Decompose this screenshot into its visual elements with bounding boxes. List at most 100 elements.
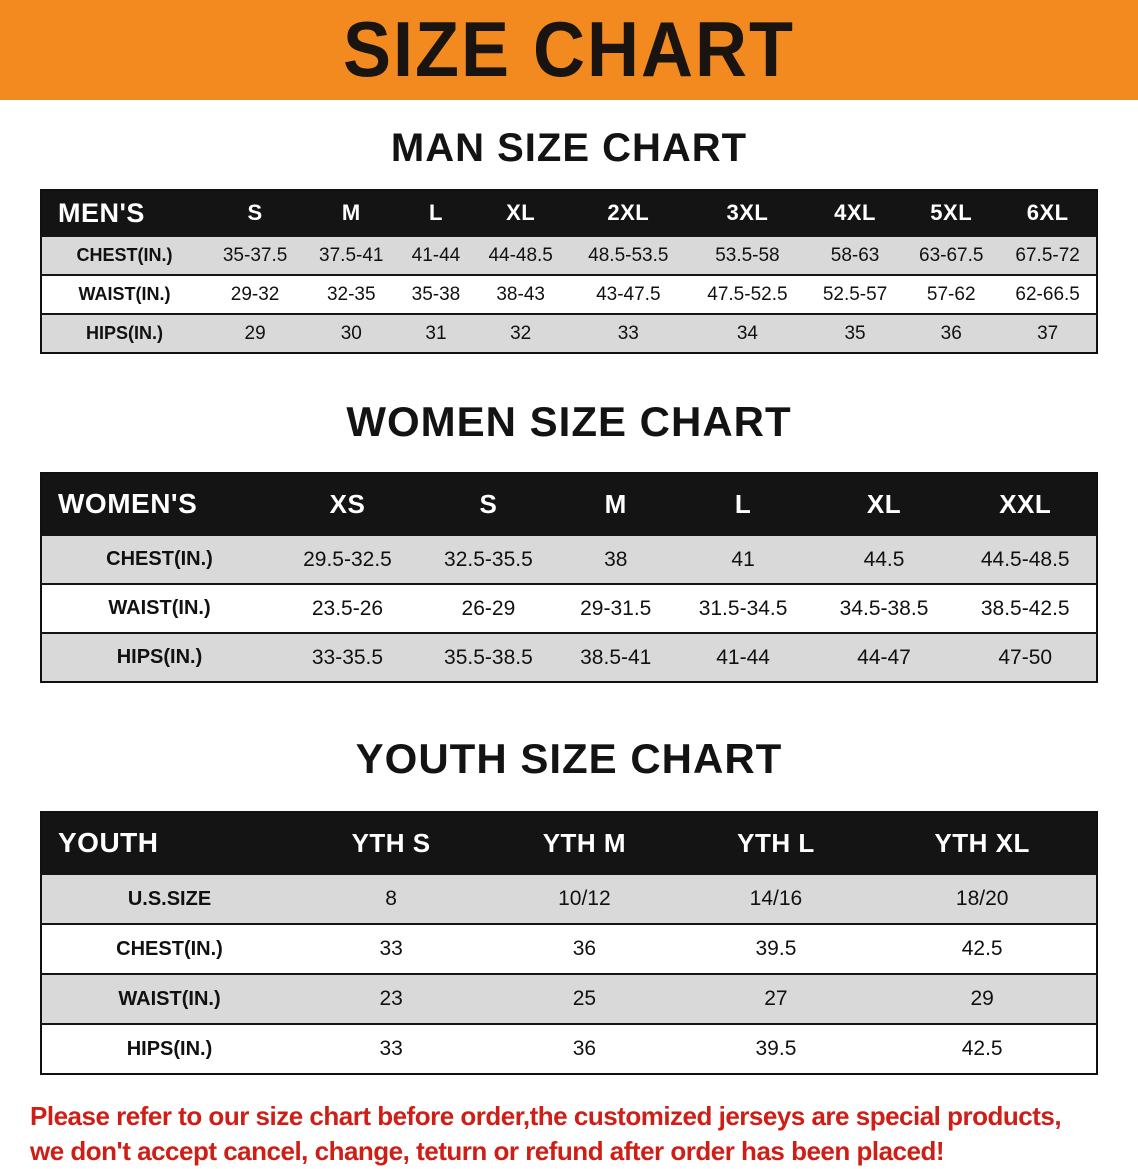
size-value: 67.5-72	[1015, 244, 1080, 266]
size-table-header-row: YOUTH YTH S YTH M YTH L YTH XL	[41, 812, 1097, 874]
table-row: WAIST(IN.) 23.5-26 26-29 29-31.5 31.5-34.5 34…	[41, 584, 1097, 633]
size-value: 63-67.5	[919, 244, 984, 266]
size-value: 29-32	[230, 283, 280, 305]
youth-size-chart-section: YOUTH SIZE CHART YOUTH YTH S YTH M YTH L YTH…	[0, 735, 1138, 1075]
table-title-cell: MEN'S	[41, 190, 207, 236]
size-value: 48.5-53.5	[588, 244, 669, 266]
women-size-chart-heading: WOMEN SIZE CHART	[346, 398, 792, 445]
row-label: HIPS(IN.)	[126, 1037, 213, 1060]
row-label: CHEST(IN.)	[116, 937, 223, 960]
size-value: 31	[425, 322, 447, 344]
size-value: 36	[572, 937, 597, 960]
size-value: 62-66.5	[1015, 283, 1080, 305]
size-value: 8	[385, 887, 397, 910]
size-column-header: YTH L	[683, 812, 869, 874]
row-label: HIPS(IN.)	[116, 646, 203, 668]
table-row: HIPS(IN.) 33 36 39.5 42.5	[41, 1024, 1097, 1074]
table-row: WAIST(IN.) 29-32 32-35 35-38 38-43 43-47.5 47.…	[41, 275, 1097, 314]
size-column-header: M	[303, 190, 400, 236]
size-value: 35.5-38.5	[444, 645, 533, 669]
size-column-header: 6XL	[999, 190, 1097, 236]
size-value: 52.5-57	[822, 283, 888, 305]
size-value: 47.5-52.5	[707, 283, 788, 305]
size-value: 53.5-58	[715, 244, 780, 266]
youth-size-table: YOUTH YTH S YTH M YTH L YTH XL U.S.SIZE 8 10/12…	[40, 811, 1098, 1075]
size-value: 57-62	[926, 283, 976, 305]
table-row: CHEST(IN.) 29.5-32.5 32.5-35.5 38 41 44.5 44.5…	[41, 535, 1097, 584]
table-row: CHEST(IN.) 33 36 39.5 42.5	[41, 924, 1097, 974]
disclaimer-text: Please refer to our size chart before or…	[30, 1099, 1108, 1169]
size-value: 10/12	[558, 887, 611, 910]
size-value: 25	[572, 987, 597, 1010]
disclaimer-line-2: we don't accept cancel, change, teturn o…	[30, 1136, 945, 1167]
women-size-table: WOMEN'S XS S M L XL XXL CHEST(IN.) 29.5-32.5 32.5…	[40, 472, 1098, 683]
size-value: 38-43	[496, 283, 545, 305]
size-value: 36	[572, 1037, 597, 1060]
row-label: WAIST(IN.)	[78, 284, 171, 304]
size-value: 38	[604, 547, 628, 571]
women-size-chart-section: WOMEN SIZE CHART WOMEN'S XS S M L XL XXL CHEST(…	[0, 398, 1138, 683]
size-value: 33	[379, 1037, 403, 1060]
size-value: 41-44	[716, 645, 770, 669]
size-table-header-row: MEN'S S M L XL 2XL 3XL 4XL 5XL 6XL	[41, 190, 1097, 236]
size-column-header: XS	[277, 473, 418, 535]
size-value: 44.5-48.5	[980, 547, 1070, 571]
row-label: U.S.SIZE	[127, 887, 212, 910]
size-value: 35	[844, 322, 866, 344]
size-column-header: 2XL	[568, 190, 688, 236]
size-value: 44-48.5	[488, 244, 553, 266]
table-title-cell: WOMEN'S	[41, 473, 277, 535]
size-value: 38.5-42.5	[980, 596, 1070, 620]
youth-size-chart-heading: YOUTH SIZE CHART	[355, 735, 783, 782]
size-value: 32	[510, 322, 532, 344]
page-title: SIZE CHART	[343, 6, 795, 94]
size-value: 18/20	[955, 887, 1009, 910]
size-value: 29	[244, 322, 266, 344]
size-value: 23	[379, 987, 403, 1010]
size-column-header: XL	[813, 473, 955, 535]
size-value: 33	[379, 937, 403, 960]
table-row: CHEST(IN.) 35-37.5 37.5-41 41-44 44-48.5 48.5…	[41, 236, 1097, 275]
size-value: 47-50	[998, 645, 1053, 669]
size-value: 34	[736, 322, 758, 344]
size-column-header: XL	[472, 190, 569, 236]
size-value: 58-63	[830, 244, 880, 266]
table-row: WAIST(IN.) 23 25 27 29	[41, 974, 1097, 1024]
size-column-header: 4XL	[806, 190, 904, 236]
row-label: WAIST(IN.)	[118, 987, 221, 1010]
table-title-cell: YOUTH	[41, 812, 297, 874]
table-row: U.S.SIZE 8 10/12 14/16 18/20	[41, 874, 1097, 924]
size-value: 36	[940, 322, 962, 344]
size-value: 42.5	[961, 1037, 1003, 1060]
size-value: 37.5-41	[319, 244, 384, 266]
size-value: 29	[970, 987, 994, 1010]
size-value: 31.5-34.5	[698, 596, 788, 620]
size-value: 29.5-32.5	[303, 547, 392, 571]
size-value: 44.5	[863, 547, 905, 571]
size-value: 43-47.5	[596, 283, 661, 305]
size-value: 26-29	[461, 596, 516, 620]
size-column-header: 5XL	[903, 190, 1000, 236]
man-size-chart-section: MAN SIZE CHART MEN'S S M L XL 2XL 3XL 4XL 5XL 6XL…	[0, 126, 1138, 354]
man-size-chart-heading: MAN SIZE CHART	[390, 126, 748, 170]
disclaimer-line-1: Please refer to our size chart before or…	[30, 1101, 1062, 1131]
size-value: 41	[731, 547, 755, 571]
size-chart-banner: SIZE CHART	[0, 0, 1138, 100]
size-value: 32.5-35.5	[444, 547, 533, 571]
size-table-header-row: WOMEN'S XS S M L XL XXL	[41, 473, 1097, 535]
row-label: CHEST(IN.)	[106, 548, 213, 570]
size-value: 33-35.5	[311, 645, 384, 669]
size-column-header: YTH S	[297, 812, 486, 874]
men-size-table: MEN'S S M L XL 2XL 3XL 4XL 5XL 6XL CHEST(IN.) 35-37…	[40, 189, 1098, 354]
size-column-header: YTH M	[485, 812, 684, 874]
size-column-header: L	[672, 473, 814, 535]
size-value: 29-31.5	[580, 596, 652, 620]
row-label: WAIST(IN.)	[108, 597, 211, 619]
size-value: 33	[617, 322, 639, 344]
size-column-header: S	[207, 190, 304, 236]
size-value: 30	[340, 322, 362, 344]
size-value: 37	[1037, 322, 1059, 344]
size-value: 23.5-26	[311, 596, 384, 620]
size-charts: MAN SIZE CHART MEN'S S M L XL 2XL 3XL 4XL 5XL 6XL…	[0, 126, 1138, 1169]
size-value: 35-37.5	[222, 244, 288, 266]
